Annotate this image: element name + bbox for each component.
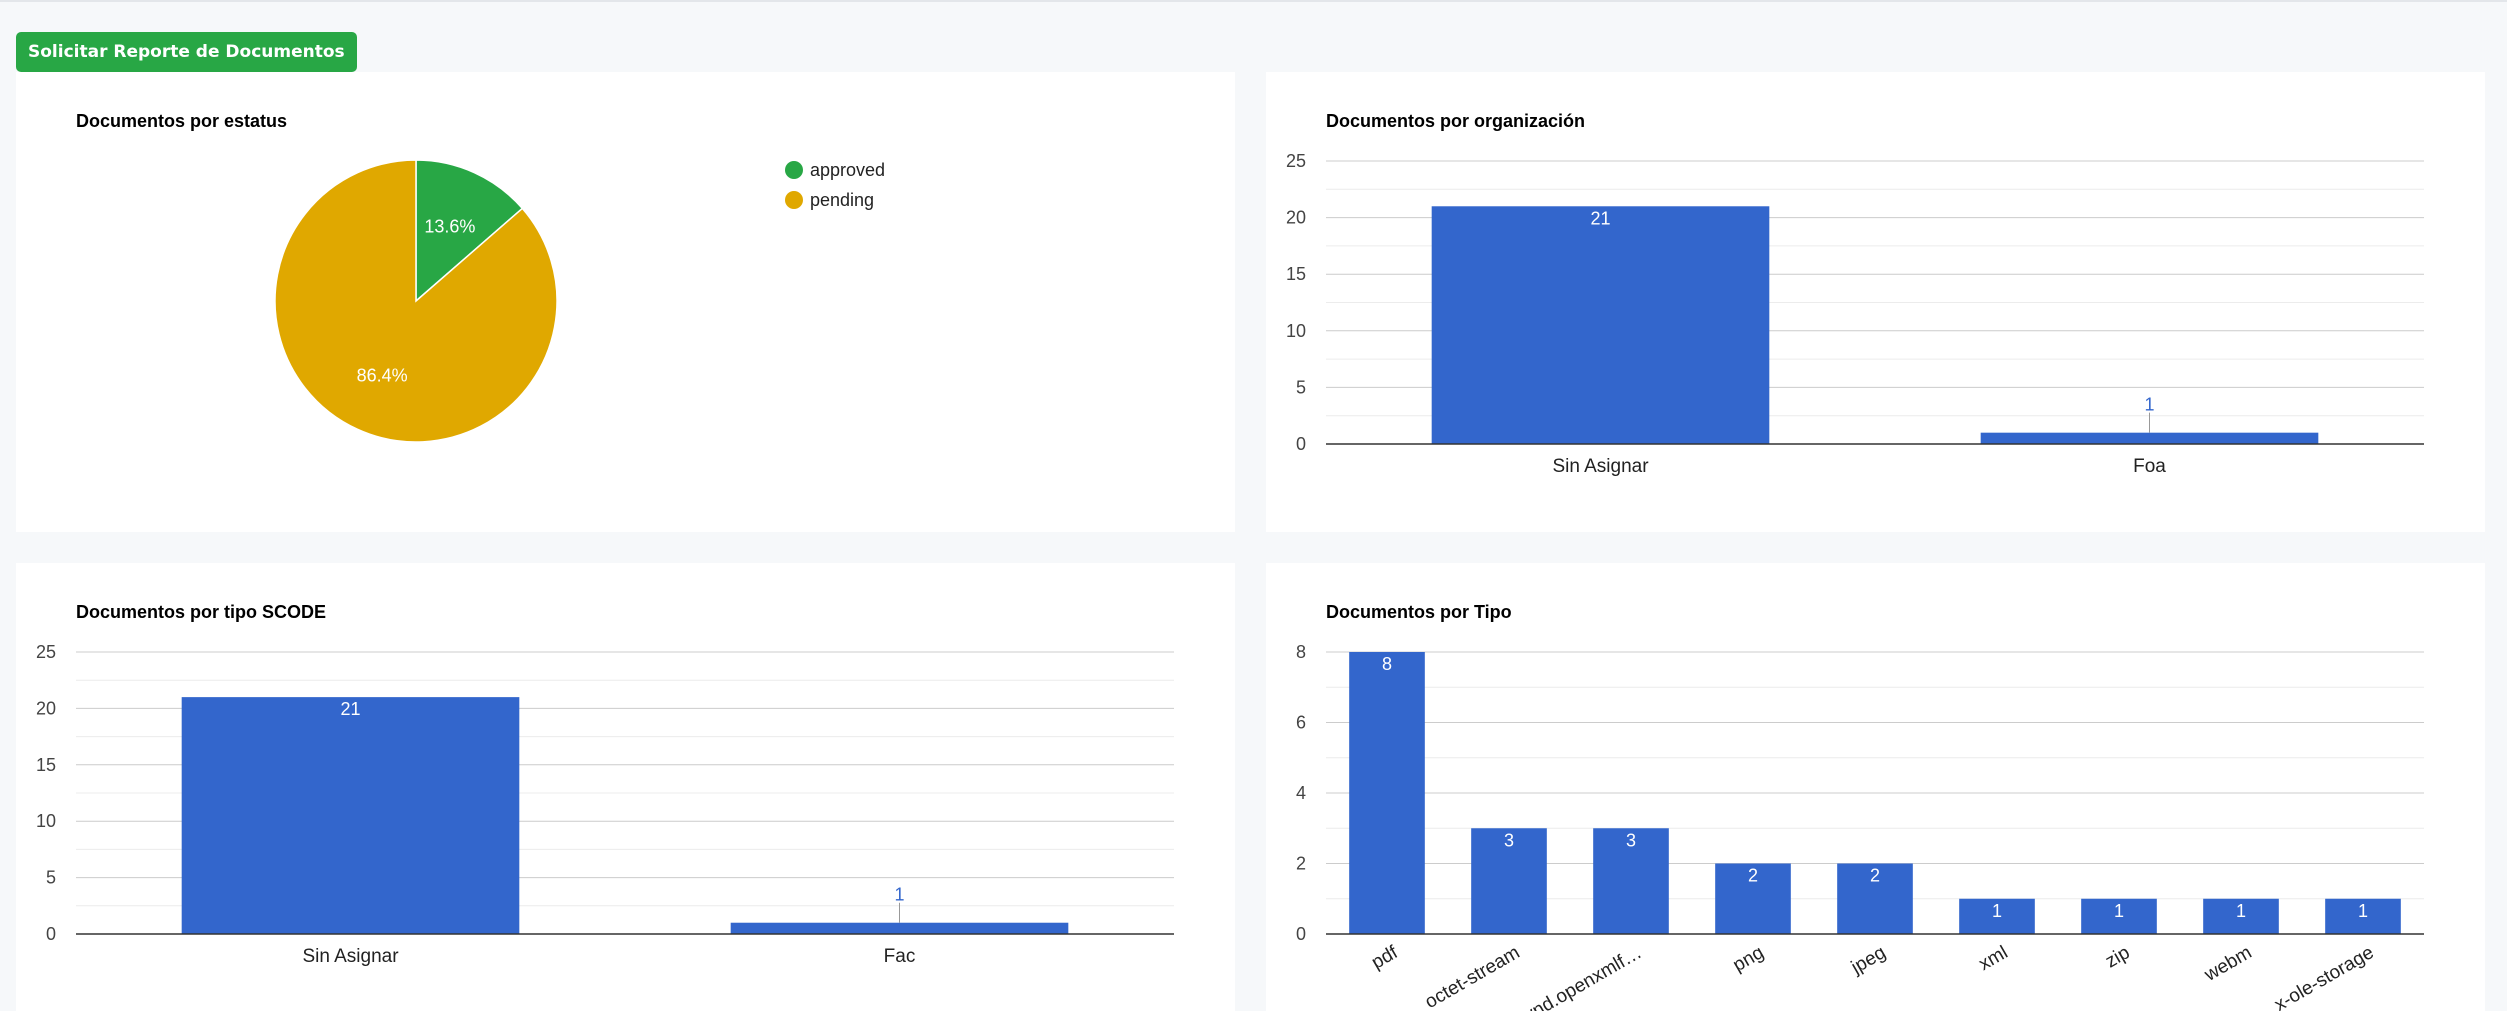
- y-tick-label: 0: [1296, 924, 1306, 944]
- bar-value-label: 1: [894, 885, 904, 905]
- x-category-label: vnd.openxmlf…: [1521, 942, 1646, 1011]
- top-divider: [0, 0, 2507, 2]
- x-category-label: octet-stream: [1422, 942, 1524, 1011]
- bar-xml: [1959, 898, 2035, 934]
- request-report-button[interactable]: Solicitar Reporte de Documentos: [16, 32, 357, 72]
- pie-slice-pending: [274, 159, 558, 443]
- status-pie-chart: Documentos por estatus 13.6% 86.4% approv…: [76, 111, 885, 443]
- bar-value-label: 1: [2236, 901, 2246, 921]
- y-tick-label: 5: [46, 868, 56, 888]
- x-category-label: zip: [2102, 942, 2134, 972]
- x-category-label: png: [1730, 942, 1768, 976]
- type-bar-chart: Documentos por Tipo 0 2 4 6 8 8 pdf 3 octet-stre…: [1296, 602, 2424, 1011]
- y-tick-label: 25: [1286, 151, 1306, 171]
- y-tick-label: 0: [46, 924, 56, 944]
- bar-value-label: 1: [2144, 395, 2154, 415]
- bar-value-label: 2: [1748, 866, 1758, 886]
- bar-value-label: 1: [2114, 901, 2124, 921]
- legend-marker-approved: [785, 161, 803, 179]
- x-category-label: webm: [2200, 942, 2255, 986]
- y-tick-label: 20: [1286, 208, 1306, 228]
- x-category-label: xml: [1975, 942, 2011, 975]
- bar-pdf: [1349, 652, 1425, 934]
- bar-value-label: 3: [1626, 830, 1636, 850]
- scode-bar-chart: Documentos por tipo SCODE 0 5 10 15 20 25 21 Si…: [36, 602, 1174, 967]
- bar-value-label: 21: [340, 699, 360, 719]
- bar-value-label: 21: [1590, 208, 1610, 228]
- bar-zip: [2081, 898, 2157, 934]
- bar-vnd.openxmlf…: [1593, 828, 1669, 934]
- pie-slice-approved: [415, 159, 524, 303]
- status-chart-panel: Documentos por estatus 13.6% 86.4% approv…: [16, 72, 1235, 532]
- y-tick-label: 2: [1296, 854, 1306, 874]
- x-category-label: pdf: [1368, 942, 1402, 974]
- y-tick-label: 8: [1296, 642, 1306, 662]
- y-tick-label: 5: [1296, 377, 1306, 397]
- org-bar-chart: Documentos por organización 0 5 10 15 20 25 21…: [1286, 111, 2424, 477]
- y-tick-label: 20: [36, 698, 56, 718]
- y-tick-label: 15: [1286, 264, 1306, 284]
- legend-label-approved[interactable]: approved: [810, 160, 885, 180]
- org-chart-panel: Documentos por organización 0 5 10 15 20 25 21…: [1266, 72, 2485, 532]
- bar-png: [1715, 863, 1791, 934]
- bar-Fac: [730, 922, 1069, 934]
- bar-value-label: 8: [1382, 654, 1392, 674]
- x-category-label: x-ole-storage: [2271, 942, 2378, 1011]
- bar-Foa: [1980, 432, 2319, 444]
- x-category-label: Fac: [884, 946, 916, 967]
- bar-jpeg: [1837, 863, 1913, 934]
- chart-title: Documentos por tipo SCODE: [76, 602, 326, 622]
- x-category-label: Foa: [2133, 456, 2166, 477]
- bar-Sin Asignar: [181, 697, 520, 934]
- pie-slice-label: 86.4%: [357, 365, 408, 385]
- y-tick-label: 4: [1296, 783, 1306, 803]
- y-tick-label: 25: [36, 642, 56, 662]
- scode-chart-panel: Documentos por tipo SCODE 0 5 10 15 20 25 21 Si…: [16, 563, 1235, 1011]
- x-category-label: Sin Asignar: [1552, 456, 1649, 477]
- legend-label-pending[interactable]: pending: [810, 190, 874, 210]
- y-tick-label: 0: [1296, 434, 1306, 454]
- pie-slice-label: 13.6%: [424, 217, 475, 237]
- x-category-label: jpeg: [1847, 942, 1889, 979]
- chart-title: Documentos por Tipo: [1326, 602, 1512, 622]
- y-tick-label: 15: [36, 755, 56, 775]
- bar-octet-stream: [1471, 828, 1547, 934]
- bar-value-label: 2: [1870, 866, 1880, 886]
- bar-value-label: 1: [2358, 901, 2368, 921]
- chart-title: Documentos por estatus: [76, 111, 287, 131]
- bar-webm: [2203, 898, 2279, 934]
- bar-value-label: 1: [1992, 901, 2002, 921]
- legend-marker-pending: [785, 191, 803, 209]
- chart-title: Documentos por organización: [1326, 111, 1585, 131]
- x-category-label: Sin Asignar: [302, 946, 399, 967]
- bar-Sin Asignar: [1431, 206, 1770, 444]
- y-tick-label: 10: [36, 811, 56, 831]
- type-chart-panel: Documentos por Tipo 0 2 4 6 8 8 pdf 3 octet-stre…: [1266, 563, 2485, 1011]
- y-tick-label: 6: [1296, 713, 1306, 733]
- bar-value-label: 3: [1504, 830, 1514, 850]
- bar-x-ole-storage: [2325, 898, 2401, 934]
- y-tick-label: 10: [1286, 321, 1306, 341]
